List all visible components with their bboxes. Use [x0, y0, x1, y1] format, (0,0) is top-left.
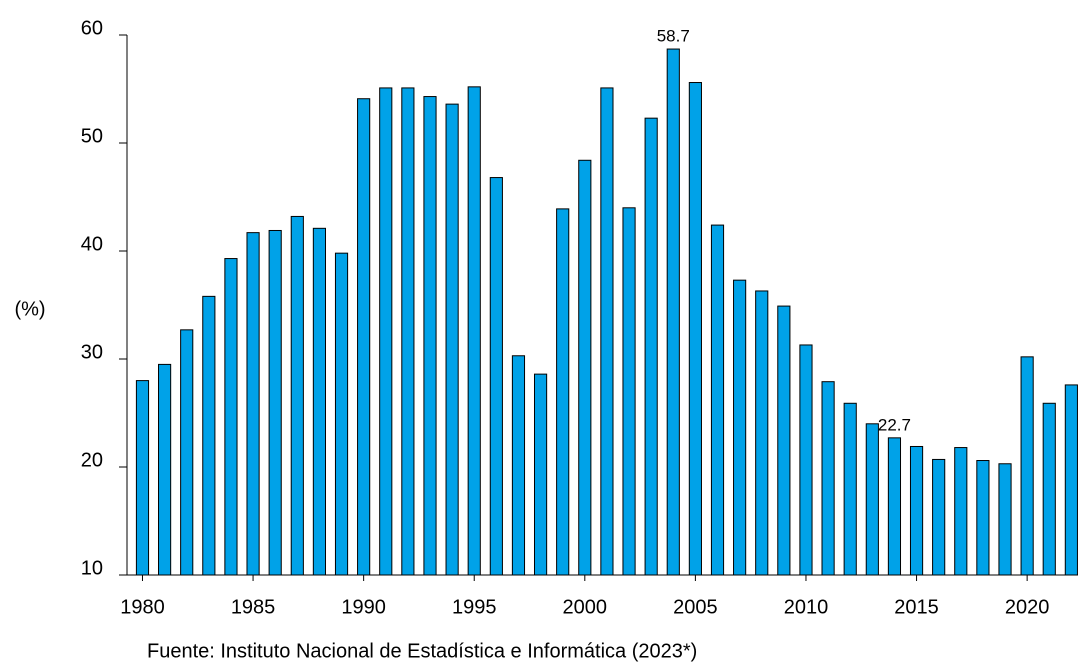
bar: [799, 344, 813, 576]
bar: [733, 279, 747, 576]
bar: [357, 98, 371, 576]
bar: [268, 229, 282, 576]
bar: [954, 447, 968, 576]
bar: [489, 177, 503, 576]
x-tick-label: 2005: [673, 596, 718, 618]
y-tick-label: 20: [81, 449, 103, 471]
source-note: Fuente: Instituto Nacional de Estadístic…: [147, 640, 697, 662]
bar: [158, 363, 172, 576]
bar: [821, 381, 835, 576]
x-tick-label: 2000: [563, 596, 608, 618]
bar: [644, 117, 658, 576]
bar: [467, 86, 481, 576]
x-tick-label: 1985: [231, 596, 276, 618]
bar: [909, 445, 924, 576]
bar: [246, 232, 260, 576]
bar: [379, 87, 393, 576]
bar: [135, 380, 150, 576]
value-label: 22.7: [878, 415, 911, 434]
bar: [423, 96, 437, 576]
bar: [312, 227, 326, 576]
bar: [401, 87, 415, 576]
bar: [180, 329, 194, 576]
bar: [755, 290, 769, 576]
bar: [556, 208, 570, 576]
bar: [622, 207, 636, 576]
x-tick-label: 2020: [1005, 596, 1050, 618]
bar: [511, 355, 526, 576]
y-tick-label: 40: [81, 233, 103, 255]
x-tick-label: 2010: [784, 596, 829, 618]
y-tick-label: 60: [81, 17, 103, 39]
bar: [202, 295, 216, 576]
bar: [932, 458, 946, 576]
bar: [445, 103, 459, 576]
y-axis-label: (%): [14, 298, 45, 320]
bar: [998, 463, 1012, 576]
x-tick-label: 2015: [894, 596, 939, 618]
bar: [290, 215, 304, 576]
bar: [1042, 402, 1056, 576]
bar: [865, 423, 879, 576]
y-tick-label: 50: [81, 125, 103, 147]
bar: [533, 373, 548, 576]
bar: [224, 258, 238, 576]
bar: [688, 82, 702, 576]
bar: [976, 460, 990, 576]
x-tick-label: 1990: [341, 596, 386, 618]
bar: [600, 87, 614, 576]
y-tick-label: 10: [81, 557, 103, 579]
value-label: 58.7: [657, 27, 690, 46]
bar: [334, 252, 349, 576]
bar: [777, 305, 791, 576]
bar: [887, 437, 902, 576]
x-tick-label: 1980: [120, 596, 165, 618]
bar: [666, 48, 680, 576]
bar: [1064, 384, 1078, 576]
bar: [843, 402, 857, 576]
y-tick-label: 30: [81, 341, 103, 363]
bar: [1020, 356, 1034, 576]
x-tick-label: 1995: [452, 596, 497, 618]
bar: [710, 224, 725, 576]
bar: [578, 159, 592, 576]
